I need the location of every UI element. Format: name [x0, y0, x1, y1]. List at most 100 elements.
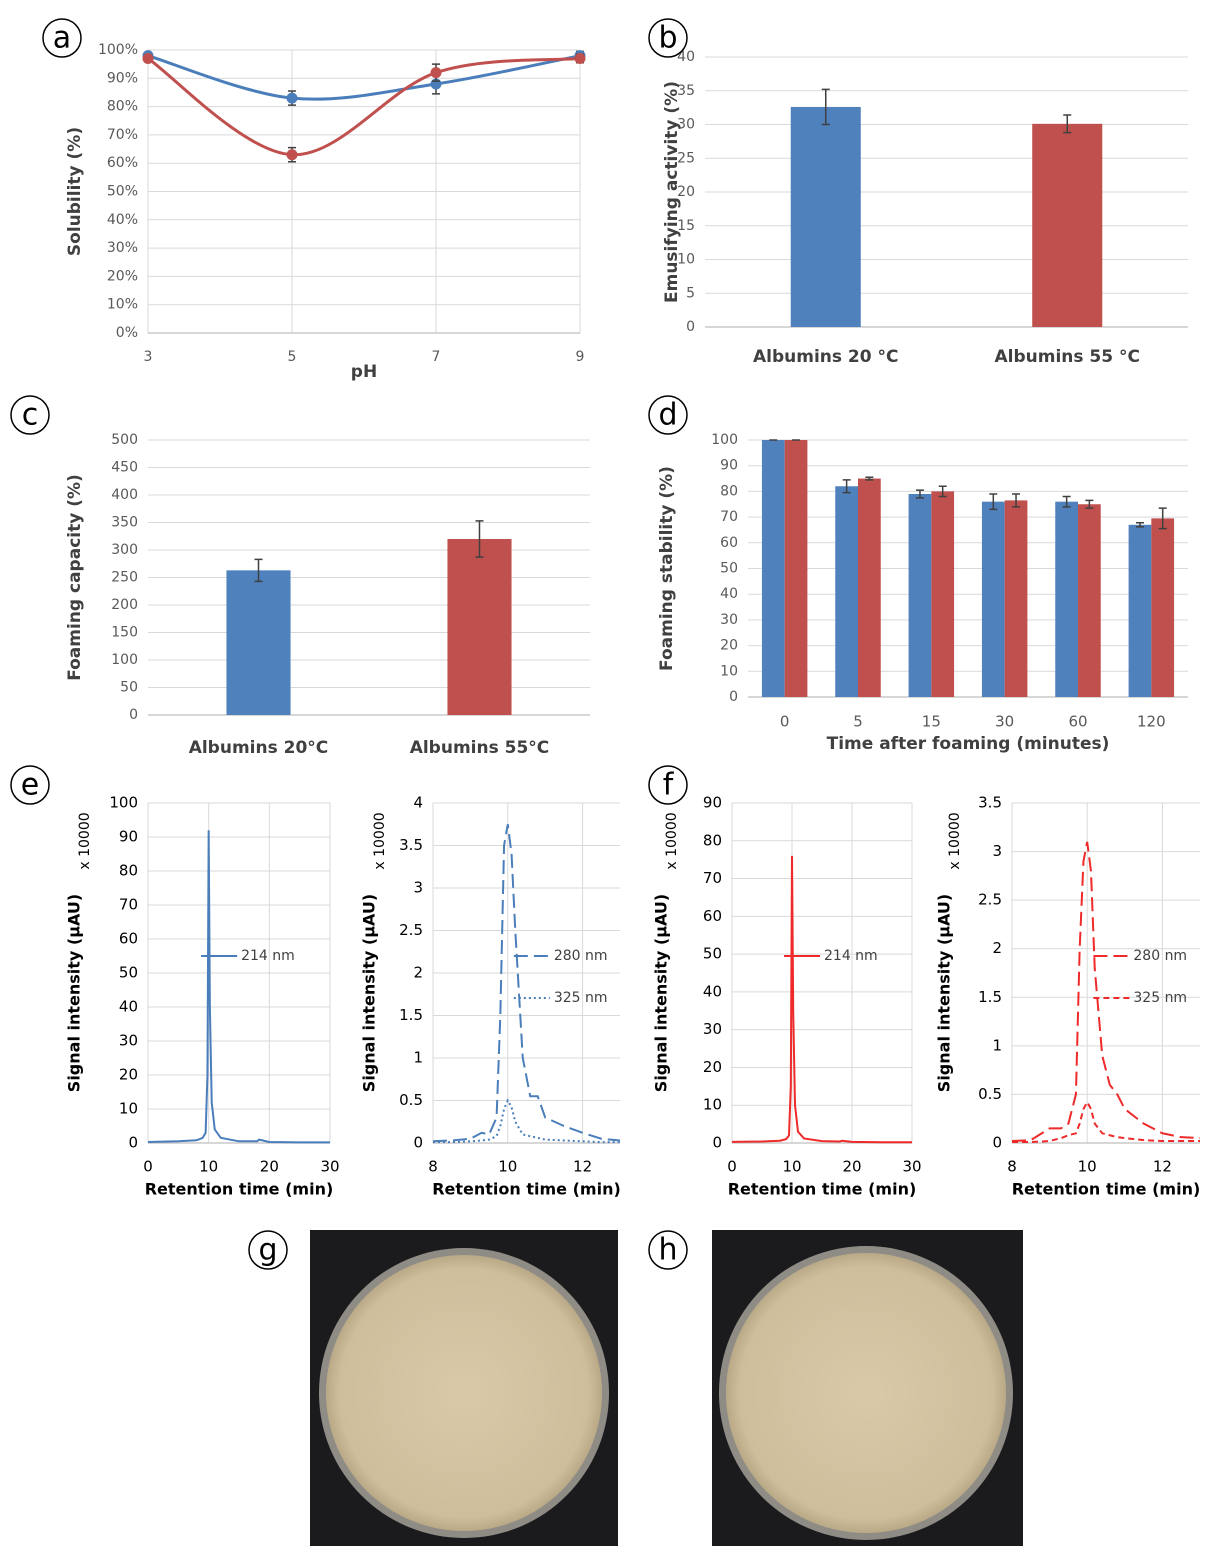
y-tick-label: 5	[686, 285, 695, 301]
bar	[447, 539, 512, 715]
error-bar	[821, 88, 830, 126]
bar	[981, 501, 1005, 697]
y-tick-label: 80%	[107, 99, 138, 115]
panel-circle	[648, 1230, 688, 1270]
y-tick-label: 90	[119, 828, 138, 846]
y-tick-label: 2	[992, 939, 1002, 957]
y-tick-label: 350	[111, 515, 138, 531]
y-tick-label: 90	[703, 794, 722, 812]
y-tick-label: 70	[703, 869, 722, 887]
y-axis-label: Foaming stability (%)	[657, 466, 677, 671]
error-bar	[915, 489, 924, 499]
y-tick-label: 30	[119, 1032, 138, 1050]
chart-panel: 0 0.5 1 1.5 2 2.5 3 3.5 4 8 10 12 Retention time (mi…	[360, 794, 621, 1199]
y-tick-label: 1.5	[399, 1006, 423, 1024]
panel-circle	[648, 18, 688, 58]
y-tick-label: 40	[677, 49, 695, 65]
marker	[574, 52, 586, 64]
marker	[286, 149, 298, 161]
y-tick-label: 250	[111, 570, 138, 586]
legend-label: 280 nm	[1133, 948, 1187, 964]
y-tick-label: 10	[119, 1100, 138, 1118]
bar	[1128, 524, 1152, 697]
y-tick-label: 3.5	[399, 836, 423, 854]
y-tick-label: 1	[413, 1049, 423, 1067]
y-tick-label: 20	[119, 1066, 138, 1084]
panel-circle	[648, 395, 688, 435]
y-tick-label: 20%	[107, 268, 138, 284]
bar	[1004, 500, 1028, 697]
x-tick-label: 8	[428, 1158, 438, 1176]
powder	[726, 1253, 1006, 1533]
y-tick-label: 30	[677, 117, 695, 133]
y-tick-label: 100	[111, 652, 138, 668]
x-tick-label: 30	[995, 713, 1014, 731]
y-axis-label: Emusifying activity (%)	[662, 81, 682, 303]
y-tick-label: 200	[111, 597, 138, 613]
y-tick-label: 0	[729, 689, 738, 705]
y-tick-label: 60	[720, 535, 738, 551]
x-tick-label: 8	[1007, 1158, 1017, 1176]
x-tick-label: 10	[782, 1158, 801, 1176]
legend-label: 325 nm	[554, 990, 608, 1006]
x-axis-label: Retention time (min)	[728, 1180, 917, 1199]
y-tick-label: 300	[111, 542, 138, 558]
error-bar	[1062, 495, 1071, 508]
series-line	[147, 54, 581, 101]
bar	[790, 106, 861, 327]
y-tick-label: 90%	[107, 70, 138, 86]
marker	[430, 67, 442, 79]
y-tick-label: 0	[686, 319, 695, 335]
x-tick-label: 120	[1137, 713, 1166, 731]
y-tick-label: 70	[720, 509, 738, 525]
y-tick-label: 50	[119, 964, 138, 982]
bar	[1078, 504, 1101, 697]
marker	[142, 52, 154, 64]
y-tick-label: 60%	[107, 155, 138, 171]
y-tick-label: 50	[703, 945, 722, 963]
y-axis-label: Foaming capacity (%)	[65, 474, 85, 681]
x-tick-label: 9	[576, 349, 585, 365]
y-tick-label: 70%	[107, 127, 138, 143]
x-axis-label: Time after foaming (minutes)	[827, 734, 1110, 754]
x-tick-label: 0	[143, 1158, 153, 1176]
y-axis-unit: x 10000	[372, 812, 388, 869]
y-tick-label: 2.5	[978, 891, 1002, 909]
x-tick-label: 10	[199, 1158, 218, 1176]
error-bar	[254, 558, 263, 583]
x-tick-label: 10	[498, 1158, 517, 1176]
x-tick-label: 3	[144, 349, 153, 365]
chart-panel: 0% 10% 20% 30% 40% 50% 60% 70% 80% 90% 100% 3 5 7 9 pH S…	[42, 18, 586, 382]
bar	[1151, 518, 1175, 697]
y-tick-label: 35	[677, 83, 695, 99]
photo-g	[310, 1230, 618, 1546]
error-bar	[1063, 114, 1072, 134]
y-tick-label: 50	[720, 561, 738, 577]
y-tick-label: 0	[129, 707, 138, 723]
error-bar	[1012, 493, 1021, 508]
panel-circle	[42, 18, 82, 58]
panel-circle	[248, 1230, 288, 1270]
y-tick-label: 0	[413, 1134, 423, 1152]
photo-h	[712, 1230, 1023, 1546]
y-tick-label: 90	[720, 458, 738, 474]
y-tick-label: 50	[120, 680, 138, 696]
y-tick-label: 0.5	[978, 1085, 1002, 1103]
y-tick-label: 60	[703, 907, 722, 925]
y-tick-label: 0	[712, 1134, 722, 1152]
error-bar	[842, 479, 851, 494]
x-axis-label: Retention time (min)	[1012, 1180, 1201, 1199]
x-tick-label: 30	[320, 1158, 339, 1176]
y-tick-label: 0	[128, 1134, 138, 1152]
series-line	[147, 56, 581, 157]
series-line	[1012, 1100, 1200, 1144]
y-tick-label: 10	[677, 252, 695, 268]
x-tick-label: Albumins 20°C	[189, 738, 329, 758]
powder	[326, 1255, 602, 1531]
y-axis-label: Signal intensity (µAU)	[360, 894, 379, 1092]
x-tick-label: 30	[902, 1158, 921, 1176]
x-tick-label: 5	[288, 349, 297, 365]
y-tick-label: 20	[677, 184, 695, 200]
series-line	[731, 855, 912, 1144]
